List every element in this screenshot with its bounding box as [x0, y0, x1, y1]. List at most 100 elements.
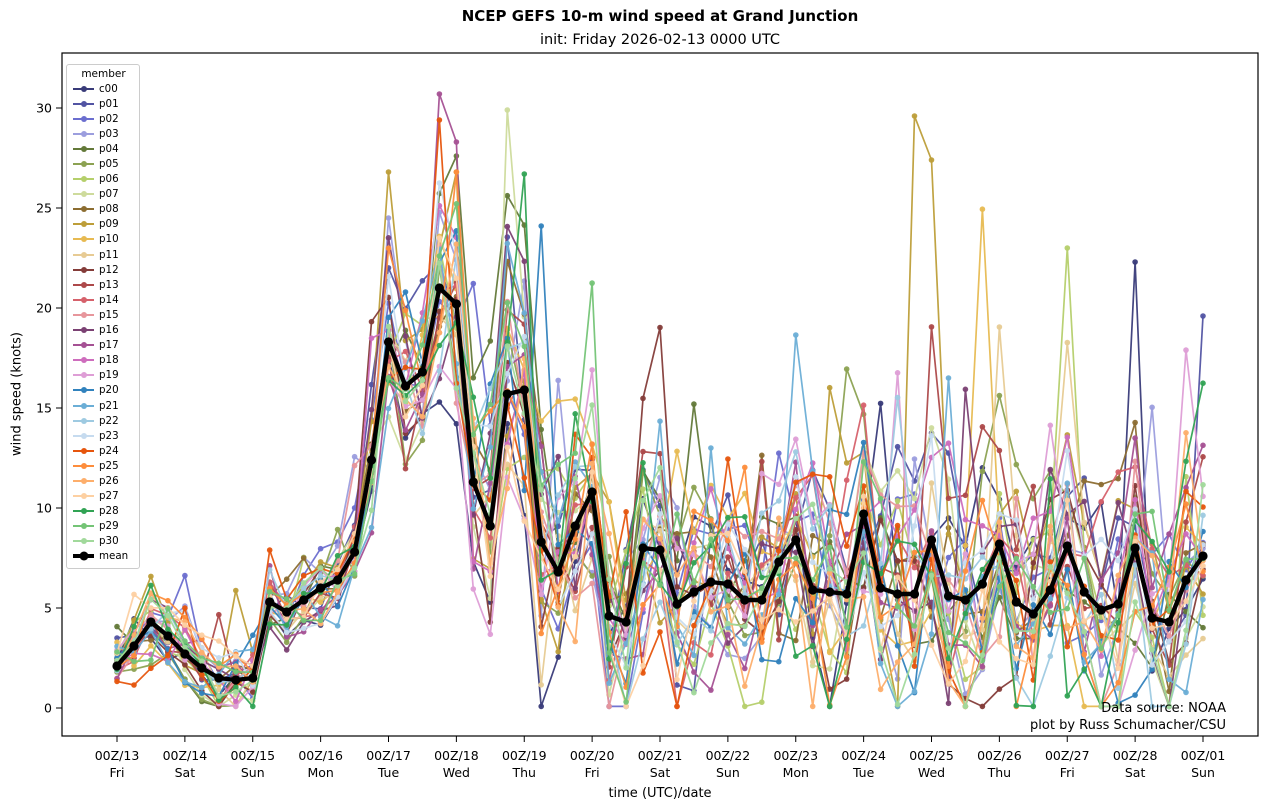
- x-tick-label: 00Z/19: [502, 748, 547, 763]
- legend-item-p04: p04: [73, 141, 134, 156]
- legend-swatch-marker: [80, 462, 87, 469]
- x-tick-day-label: Sat: [1125, 765, 1146, 780]
- x-tick-day-label: Mon: [783, 765, 809, 780]
- x-tick-day-label: Thu: [987, 765, 1011, 780]
- legend-swatch-line: [73, 387, 94, 394]
- legend-swatch-line: [73, 206, 94, 213]
- legend-swatch-marker: [80, 432, 87, 439]
- attribution-author: plot by Russ Schumacher/CSU: [1030, 718, 1226, 733]
- legend-swatch-line: [73, 372, 94, 379]
- legend-swatch-marker: [80, 191, 87, 198]
- member-series-p22: [114, 252, 1206, 710]
- legend-item-label: p26: [99, 474, 119, 487]
- legend-item-p10: p10: [73, 232, 134, 247]
- chart-title: NCEP GEFS 10-m wind speed at Grand Junct…: [461, 7, 859, 25]
- y-tick-label: 25: [36, 200, 52, 215]
- legend-swatch-marker: [80, 100, 87, 107]
- legend-swatch-line: [73, 145, 94, 152]
- legend-swatch-line: [73, 176, 94, 183]
- attribution: Data source: NOAA plot by Russ Schumache…: [1030, 700, 1226, 734]
- series-layer: [112, 91, 1208, 710]
- legend-item-p27: p27: [73, 489, 134, 504]
- legend-item-label: p30: [99, 535, 119, 548]
- legend-item-p09: p09: [73, 217, 134, 232]
- y-tick-label: 30: [36, 100, 52, 115]
- legend-swatch-marker: [80, 221, 87, 228]
- x-tick-label: 00Z/25: [909, 748, 954, 763]
- legend-swatch-marker: [80, 508, 87, 515]
- legend-item-label: p08: [99, 203, 119, 216]
- legend-item-label: p09: [99, 218, 119, 231]
- y-tick-label: 20: [36, 300, 52, 315]
- x-tick-day-label: Fri: [1060, 765, 1075, 780]
- legend-item-c00: c00: [73, 81, 134, 96]
- legend-swatch-line: [73, 523, 94, 530]
- x-tick-label: 00Z/20: [570, 748, 615, 763]
- legend-swatch-marker: [80, 130, 87, 137]
- x-tick-label: 00Z/27: [1045, 748, 1090, 763]
- legend-item-label: p11: [99, 248, 119, 261]
- legend-item-p16: p16: [73, 323, 134, 338]
- legend-swatch-marker: [80, 372, 87, 379]
- legend-swatch-line: [73, 551, 94, 561]
- x-tick-label: 00Z/16: [298, 748, 343, 763]
- legend-swatch-marker: [80, 523, 87, 530]
- legend-swatch-line: [73, 296, 94, 303]
- legend-swatch-line: [73, 100, 94, 107]
- legend-swatch-marker: [80, 311, 87, 318]
- x-tick-day-label: Thu: [512, 765, 536, 780]
- legend-swatch-line: [73, 251, 94, 258]
- legend-swatch-line: [73, 130, 94, 137]
- legend-item-label: p15: [99, 308, 119, 321]
- mean-series: [112, 283, 1208, 685]
- legend-item-p29: p29: [73, 519, 134, 534]
- legend-item-p23: p23: [73, 428, 134, 443]
- legend-swatch-line: [73, 221, 94, 228]
- x-tick-label: 00Z/24: [841, 748, 886, 763]
- legend-item-mean: mean: [73, 549, 134, 564]
- legend-title: member: [81, 68, 126, 80]
- legend-swatch-marker: [80, 447, 87, 454]
- legend-swatch-line: [73, 342, 94, 349]
- x-tick-label: 00Z/17: [366, 748, 411, 763]
- legend-swatch-marker: [80, 402, 87, 409]
- legend-item-label: p23: [99, 429, 119, 442]
- legend-swatch-marker: [79, 551, 88, 561]
- x-tick-day-label: Tue: [377, 765, 400, 780]
- legend-item-label: p24: [99, 444, 119, 457]
- chart-subtitle: init: Friday 2026-02-13 0000 UTC: [539, 32, 781, 48]
- legend-item-label: p22: [99, 414, 119, 427]
- legend-item-p30: p30: [73, 534, 134, 549]
- legend-item-label: p25: [99, 459, 119, 472]
- legend-item-label: p28: [99, 505, 119, 518]
- legend-item-p11: p11: [73, 247, 134, 262]
- legend-item-p22: p22: [73, 413, 134, 428]
- x-tick-label: 00Z/01: [1181, 748, 1226, 763]
- x-tick-day-label: Sun: [241, 765, 265, 780]
- legend-swatch-marker: [80, 115, 87, 122]
- x-tick-day-label: Mon: [307, 765, 333, 780]
- attribution-source: Data source: NOAA: [1101, 701, 1226, 716]
- legend-item-p18: p18: [73, 353, 134, 368]
- legend-item-label: p17: [99, 339, 119, 352]
- legend-swatch-line: [73, 281, 94, 288]
- x-tick-day-label: Sat: [175, 765, 196, 780]
- y-tick-label: 0: [44, 700, 52, 715]
- legend-item-p08: p08: [73, 202, 134, 217]
- legend-swatch-marker: [80, 493, 87, 500]
- legend-item-label: c00: [99, 82, 118, 95]
- legend-item-p03: p03: [73, 126, 134, 141]
- x-axis: 00Z/13 Fri 00Z/14 Sat 00Z/15 Sun 00Z/16 Mon 00Z/…: [95, 736, 1226, 780]
- legend-swatch-line: [73, 357, 94, 364]
- plot-border: [61, 52, 1259, 737]
- legend-swatch-marker: [80, 236, 87, 243]
- legend-swatch-marker: [80, 342, 87, 349]
- legend-swatch-line: [73, 115, 94, 122]
- x-tick-day-label: Sun: [1191, 765, 1215, 780]
- legend-item-label: p29: [99, 520, 119, 533]
- legend-swatch-line: [73, 432, 94, 439]
- legend-swatch-line: [73, 462, 94, 469]
- legend-item-p26: p26: [73, 473, 134, 488]
